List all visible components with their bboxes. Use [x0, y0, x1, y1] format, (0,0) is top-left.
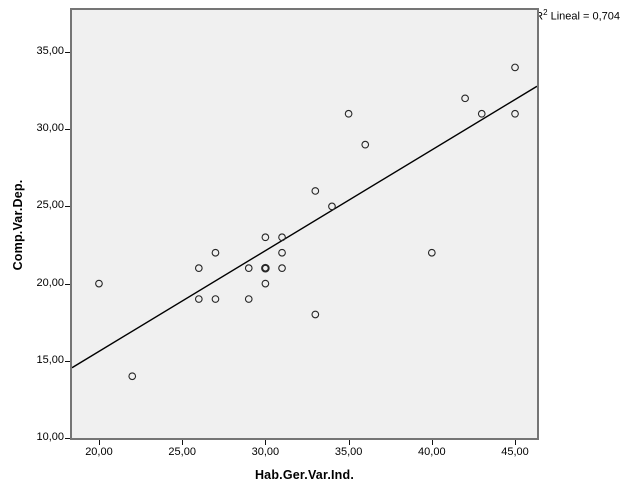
data-point — [427, 248, 436, 257]
data-point — [311, 310, 320, 319]
y-tick-mark — [65, 283, 70, 285]
data-point — [361, 140, 370, 149]
data-point — [511, 63, 519, 72]
data-point — [278, 264, 286, 273]
data-point — [261, 233, 270, 242]
data-point — [261, 263, 270, 273]
data-point — [194, 295, 203, 303]
data-point — [278, 248, 286, 257]
y-tick-label: 30,00 — [36, 122, 64, 135]
data-point — [511, 109, 519, 118]
y-tick-mark — [65, 360, 70, 362]
data-point — [95, 279, 103, 288]
y-tick-label: 25,00 — [36, 199, 64, 212]
x-tick-mark — [182, 440, 184, 445]
x-tick-mark — [515, 440, 517, 445]
x-tick-label: 20,00 — [85, 446, 113, 458]
y-tick-label: 15,00 — [36, 353, 64, 366]
data-point — [261, 279, 270, 288]
x-tick-label: 40,00 — [418, 446, 446, 458]
data-point — [211, 248, 220, 257]
y-tick-label: 20,00 — [36, 276, 64, 289]
r2-superscript: 2 — [543, 8, 548, 17]
data-point — [461, 94, 469, 103]
data-point — [194, 264, 203, 273]
plot-area — [70, 8, 539, 440]
data-point — [128, 372, 137, 381]
x-tick-label: 45,00 — [501, 446, 529, 458]
data-point — [211, 295, 220, 303]
r2-base: R — [535, 10, 544, 23]
data-point — [244, 295, 253, 303]
data-point — [311, 187, 320, 195]
r2-text: Lineal = 0,704 — [547, 10, 620, 23]
x-tick-label: 30,00 — [251, 446, 280, 458]
data-point — [244, 264, 253, 273]
x-tick-mark — [431, 440, 433, 445]
y-tick-mark — [65, 206, 70, 208]
r2-annotation: R2 Lineal = 0,704 — [535, 8, 620, 23]
x-tick-label: 25,00 — [168, 446, 196, 458]
x-tick-mark — [98, 440, 100, 445]
y-tick-label: 35,00 — [36, 44, 64, 57]
scatter-svg — [72, 63, 537, 381]
x-tick-mark — [348, 440, 350, 445]
x-tick-mark — [265, 440, 267, 445]
y-axis-title: Comp.Var.Dep. — [11, 179, 25, 271]
data-point — [278, 233, 286, 242]
y-tick-mark — [65, 438, 70, 439]
y-tick-label: 10,00 — [36, 431, 64, 443]
y-tick-mark — [65, 51, 70, 53]
data-point — [477, 109, 486, 118]
regression-line — [72, 85, 537, 369]
data-point — [328, 202, 336, 211]
x-tick-label: 35,00 — [334, 446, 363, 458]
data-point — [344, 109, 353, 118]
x-axis-title: Hab.Ger.Var.Ind. — [254, 468, 355, 482]
y-tick-mark — [65, 129, 70, 131]
